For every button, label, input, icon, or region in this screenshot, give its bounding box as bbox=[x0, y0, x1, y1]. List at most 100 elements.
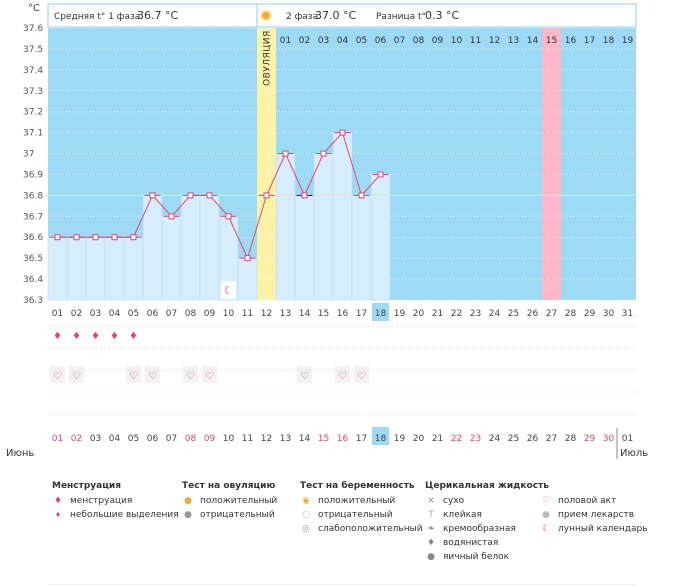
bottom-date-label: 20 bbox=[413, 434, 425, 444]
data-point bbox=[54, 234, 61, 241]
bottom-date-label: 11 bbox=[242, 434, 253, 444]
bottom-date-label: 27 bbox=[546, 434, 557, 444]
bottom-date-label: 03 bbox=[90, 434, 101, 444]
date-label: 14 bbox=[299, 309, 311, 319]
legend-menstruation-title: Менструация bbox=[52, 481, 121, 491]
moon-icon: ☾ bbox=[541, 524, 551, 534]
heart-icon-bg bbox=[183, 366, 198, 383]
data-point bbox=[111, 234, 118, 241]
phase1-label: Средняя t° 1 фаза bbox=[54, 12, 140, 22]
date-label: 02 bbox=[71, 309, 82, 319]
bottom-date-label: 30 bbox=[603, 434, 615, 444]
temperature-bar bbox=[275, 153, 296, 301]
cycle-day-label: 16 bbox=[565, 36, 577, 46]
y-tick-label: 37.1 bbox=[23, 129, 43, 139]
bottom-date-label: 16 bbox=[337, 434, 349, 444]
temperature-bar bbox=[180, 195, 201, 301]
drop-icon: ♦ bbox=[53, 496, 63, 506]
menstruation-drop-icon: ♦ bbox=[110, 331, 119, 342]
date-label: 06 bbox=[147, 309, 159, 319]
bottom-date-label: 04 bbox=[109, 434, 121, 444]
legend-intercourse: половой акт bbox=[558, 496, 617, 506]
date-label: 22 bbox=[451, 309, 462, 319]
sun-icon bbox=[260, 10, 272, 21]
data-point bbox=[377, 171, 384, 178]
bottom-date-label: 26 bbox=[527, 434, 539, 444]
menstruation-drop-icon: ♦ bbox=[91, 331, 100, 342]
bottom-date-label: 01 bbox=[622, 434, 633, 444]
cycle-day-label: 01 bbox=[280, 36, 291, 46]
bottom-date-label: 28 bbox=[565, 434, 577, 444]
small-drop-icon: ♦ bbox=[54, 511, 62, 519]
legend-pregnancy-title: Тест на беременность bbox=[300, 481, 415, 491]
data-point bbox=[301, 192, 308, 199]
cycle-day-label: 07 bbox=[394, 36, 405, 46]
legend-cervical-title: Церикальная жидкость bbox=[425, 481, 549, 491]
legend-cervical-eggwhite: яичный белок bbox=[443, 552, 510, 562]
date-label: 18 bbox=[375, 309, 387, 319]
moon-icon-bg bbox=[221, 281, 236, 299]
heart-icon: ♡ bbox=[205, 371, 214, 382]
heart-icon: ♡ bbox=[541, 496, 551, 506]
phase2-value: 37.0 °C bbox=[315, 9, 356, 22]
bottom-date-label: 05 bbox=[128, 434, 139, 444]
cycle-day-label: 03 bbox=[318, 36, 329, 46]
date-label: 25 bbox=[508, 309, 519, 319]
pregnancy-positive-icon: ◉ bbox=[302, 496, 310, 506]
date-label: 16 bbox=[337, 309, 349, 319]
bottom-date-label: 19 bbox=[394, 434, 406, 444]
y-tick-label: 37.4 bbox=[23, 66, 43, 76]
bottom-date-label: 13 bbox=[280, 434, 291, 444]
phase1-value: 36.7 °C bbox=[137, 9, 178, 22]
date-label: 29 bbox=[584, 309, 596, 319]
bottom-date-label: 10 bbox=[223, 434, 235, 444]
bottom-date-label: 01 bbox=[52, 434, 63, 444]
y-tick-label: 36.3 bbox=[23, 296, 43, 306]
pregnancy-negative-icon: ○ bbox=[302, 510, 310, 520]
highlight-column bbox=[542, 28, 561, 300]
date-label: 12 bbox=[261, 309, 272, 319]
legend-menstruation-item: менструация bbox=[70, 496, 133, 506]
pill-icon: ● bbox=[542, 510, 550, 520]
y-tick-label: 36.6 bbox=[23, 233, 43, 243]
bbt-chart: ☾ °C 37.6 37.5 37.4 37.3 37.2 37.1 37 36.9 36.8 36.… bbox=[6, 3, 648, 459]
legend-cervical-creamy: кремообразная bbox=[443, 524, 516, 534]
legend-ovulation-test: Тест на овуляцию ● положительный ● отрицат… bbox=[182, 481, 277, 522]
heart-icon-bg bbox=[335, 366, 350, 383]
data-point bbox=[339, 129, 346, 136]
date-label: 30 bbox=[603, 309, 615, 319]
bottom-date-label: 07 bbox=[166, 434, 177, 444]
temperature-bar bbox=[161, 216, 182, 301]
cycle-day-label: 11 bbox=[470, 36, 481, 46]
bottom-date-label: 21 bbox=[432, 434, 443, 444]
data-point bbox=[206, 192, 213, 199]
date-label: 21 bbox=[432, 309, 443, 319]
legend-menstruation: Менструация ♦ менструация ♦ небольшие выде… bbox=[52, 481, 179, 522]
y-tick-label: 36.8 bbox=[23, 191, 43, 201]
bottom-date-label: 25 bbox=[508, 434, 519, 444]
dry-icon: × bbox=[427, 496, 435, 506]
data-point bbox=[187, 192, 194, 199]
heart-icon: ♡ bbox=[129, 371, 138, 382]
temperature-bar bbox=[85, 236, 106, 301]
legend-medication: прием лекарств bbox=[558, 510, 635, 520]
menstruation-drop-icon: ♦ bbox=[129, 331, 138, 342]
cycle-day-label: 12 bbox=[489, 36, 500, 46]
bottom-date-label: 06 bbox=[147, 434, 159, 444]
bottom-date-label: 08 bbox=[185, 434, 197, 444]
bottom-date-label: 18 bbox=[375, 434, 387, 444]
temperature-bar bbox=[104, 236, 125, 301]
month-left: Июнь bbox=[6, 448, 34, 459]
y-tick-label: 37.2 bbox=[23, 108, 43, 118]
cycle-day-label: 06 bbox=[375, 36, 387, 46]
temperature-bar bbox=[237, 257, 258, 301]
legend-pregnancy-weak: слабоположительный bbox=[318, 524, 423, 534]
cycle-day-label: 18 bbox=[603, 36, 615, 46]
month-right: Июль bbox=[620, 448, 648, 459]
phase2-label: 2 фаза bbox=[286, 12, 318, 22]
data-point bbox=[73, 234, 80, 241]
date-label: 15 bbox=[318, 309, 329, 319]
legend-lunar: лунный календарь bbox=[558, 524, 648, 534]
legend-cervical: Церикальная жидкость × сухо ⊤ клейкая ❧ кре… bbox=[425, 481, 549, 564]
cycle-day-label: 05 bbox=[356, 36, 367, 46]
